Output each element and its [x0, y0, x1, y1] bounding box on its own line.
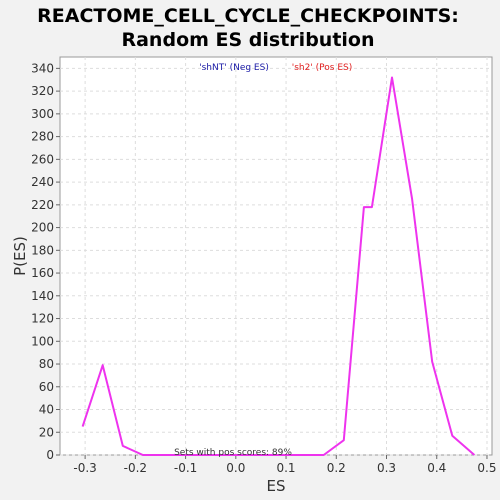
y-tick-label: 120 — [31, 312, 54, 326]
series-line — [81, 76, 476, 456]
x-axis-label: ES — [267, 477, 286, 495]
grid — [60, 57, 492, 456]
y-tick-label: 100 — [31, 334, 54, 348]
series-group — [81, 76, 476, 456]
annotation: Sets with pos scores: 89% — [174, 448, 292, 458]
y-tick-label: 260 — [31, 152, 54, 166]
x-tick-label: 0.1 — [276, 461, 295, 475]
chart-title-line-1: REACTOME_CELL_CYCLE_CHECKPOINTS: — [37, 5, 459, 27]
y-tick-label: 300 — [31, 107, 54, 121]
y-tick-label: 220 — [31, 198, 54, 212]
x-tick-label: -0.3 — [73, 461, 96, 475]
x-tick-label: -0.1 — [174, 461, 197, 475]
x-tick-label: -0.2 — [124, 461, 147, 475]
x-tick-label: 0.2 — [327, 461, 346, 475]
y-tick-label: 0 — [46, 448, 54, 462]
y-tick-label: 140 — [31, 289, 54, 303]
y-tick-label: 240 — [31, 175, 54, 189]
x-tick-label: 0.5 — [477, 461, 496, 475]
plot-area — [59, 56, 493, 456]
y-tick-label: 80 — [39, 357, 54, 371]
y-axis-ticks: 0 20 40 60 80 100 120 140 160 180 200 220 240 260 280 3… — [31, 61, 60, 462]
y-tick-label: 320 — [31, 84, 54, 98]
chart-title-line-2: Random ES distribution — [121, 29, 374, 51]
x-tick-label: 0.3 — [377, 461, 396, 475]
legend-pos-label: 'sh2' (Pos ES) — [292, 63, 353, 73]
y-tick-label: 180 — [31, 243, 54, 257]
y-tick-label: 40 — [39, 403, 54, 417]
legend-neg-label: 'shNT' (Neg ES) — [199, 63, 269, 73]
x-axis-ticks: -0.3 -0.2 -0.1 0.0 0.1 0.2 0.3 0.4 0.5 — [73, 455, 497, 475]
y-tick-label: 160 — [31, 266, 54, 280]
y-tick-label: 280 — [31, 130, 54, 144]
y-tick-label: 20 — [39, 425, 54, 439]
x-tick-label: 0.4 — [427, 461, 446, 475]
y-axis-label: P(ES) — [11, 236, 29, 276]
y-tick-label: 340 — [31, 61, 54, 75]
y-tick-label: 60 — [39, 380, 54, 394]
x-tick-label: 0.0 — [226, 461, 245, 475]
y-tick-label: 200 — [31, 221, 54, 235]
